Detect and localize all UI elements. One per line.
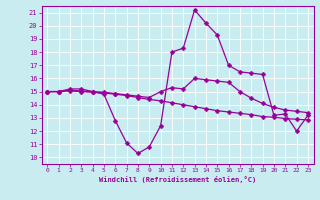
X-axis label: Windchill (Refroidissement éolien,°C): Windchill (Refroidissement éolien,°C)	[99, 176, 256, 183]
